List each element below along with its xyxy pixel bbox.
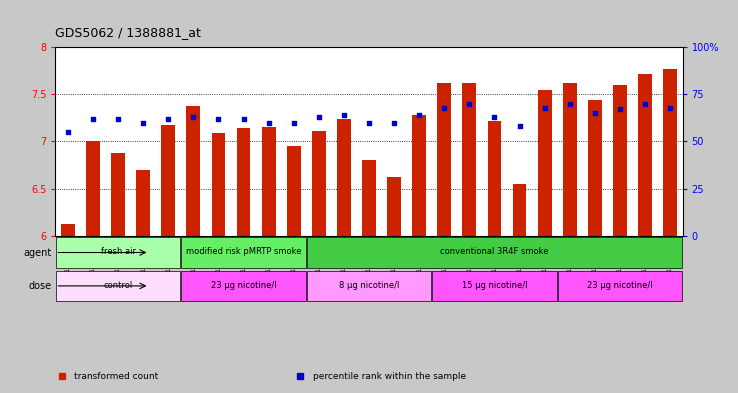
Bar [56, 237, 180, 268]
Bar [182, 271, 306, 301]
Bar [638, 73, 652, 236]
Bar [387, 177, 401, 236]
Point [263, 119, 275, 126]
Bar [111, 153, 125, 236]
Bar [307, 271, 431, 301]
Bar [663, 69, 677, 236]
Bar [287, 146, 300, 236]
Text: 15 µg nicotine/l: 15 µg nicotine/l [462, 281, 527, 290]
Bar [162, 125, 175, 236]
Text: fresh air: fresh air [100, 247, 136, 256]
Bar [337, 119, 351, 236]
Point [137, 119, 149, 126]
Point [664, 105, 676, 111]
Bar [513, 184, 526, 236]
Point [363, 119, 375, 126]
Point [213, 116, 224, 122]
Bar [61, 224, 75, 236]
Point [413, 112, 425, 118]
Bar [137, 170, 150, 236]
Text: 23 µg nicotine/l: 23 µg nicotine/l [211, 281, 276, 290]
Point [313, 114, 325, 120]
Text: control: control [103, 281, 133, 290]
Bar [262, 127, 275, 236]
Point [564, 101, 576, 107]
Point [112, 116, 124, 122]
Point [187, 114, 199, 120]
Text: percentile rank within the sample: percentile rank within the sample [313, 372, 466, 381]
Text: dose: dose [29, 281, 52, 291]
Point [62, 129, 74, 135]
Bar [613, 85, 627, 236]
Text: agent: agent [24, 248, 52, 257]
Bar [307, 237, 682, 268]
Point [288, 119, 300, 126]
Point [589, 110, 601, 116]
Point [238, 116, 249, 122]
Text: 23 µg nicotine/l: 23 µg nicotine/l [587, 281, 652, 290]
Bar [86, 141, 100, 236]
Bar [187, 106, 200, 236]
Text: conventional 3R4F smoke: conventional 3R4F smoke [440, 247, 549, 256]
Bar [538, 90, 551, 236]
Bar [463, 83, 476, 236]
Point [639, 101, 651, 107]
Bar [182, 237, 306, 268]
Bar [362, 160, 376, 236]
Bar [558, 271, 682, 301]
Text: GDS5062 / 1388881_at: GDS5062 / 1388881_at [55, 26, 201, 39]
Point [87, 116, 99, 122]
Text: transformed count: transformed count [74, 372, 159, 381]
Bar [212, 133, 225, 236]
Point [162, 116, 174, 122]
Bar [237, 128, 250, 236]
Bar [413, 115, 426, 236]
Bar [432, 271, 556, 301]
Bar [438, 83, 451, 236]
Text: 8 µg nicotine/l: 8 µg nicotine/l [339, 281, 399, 290]
Bar [563, 83, 576, 236]
Point [338, 112, 350, 118]
Bar [488, 121, 501, 236]
Bar [312, 131, 325, 236]
Point [463, 101, 475, 107]
Text: modified risk pMRTP smoke: modified risk pMRTP smoke [186, 247, 301, 256]
Point [539, 105, 551, 111]
Point [388, 119, 400, 126]
Point [489, 114, 500, 120]
Bar [56, 271, 180, 301]
Point [514, 123, 525, 130]
Point [614, 106, 626, 112]
Bar [588, 100, 601, 236]
Point [438, 105, 450, 111]
